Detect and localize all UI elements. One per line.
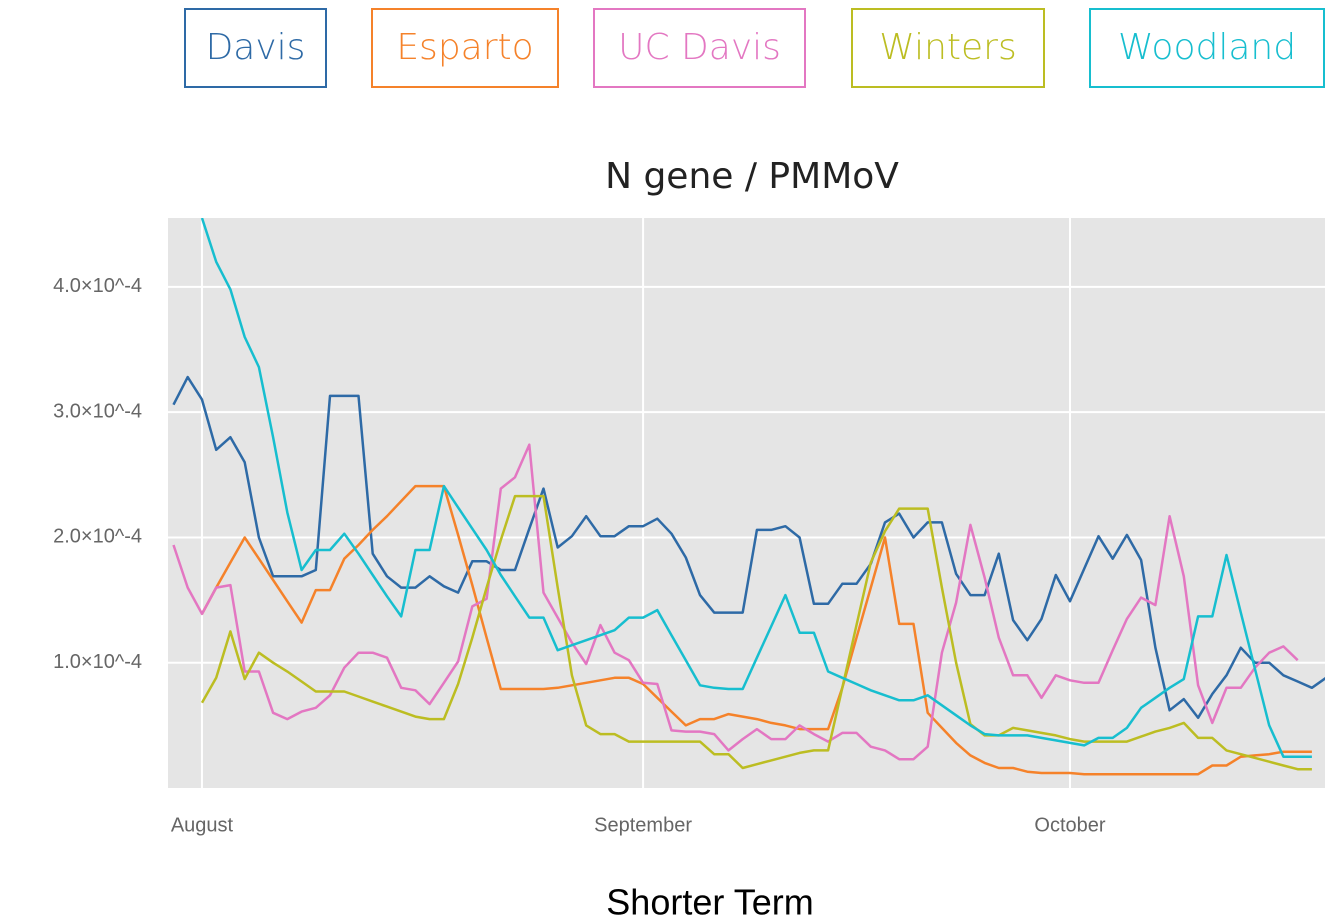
legend-box[interactable] <box>371 8 559 88</box>
legend-label[interactable]: Esparto <box>396 27 533 68</box>
legend-item[interactable]: UC Davis <box>593 8 806 88</box>
series-line <box>200 484 1312 776</box>
legend-box[interactable] <box>184 8 327 88</box>
plot-background <box>168 218 1325 788</box>
lines <box>172 218 1325 776</box>
legend-label[interactable]: UC Davis <box>618 27 781 68</box>
series-line <box>200 218 1312 758</box>
legend-item[interactable]: Davis <box>184 8 327 88</box>
legend-label[interactable]: Winters <box>879 27 1016 68</box>
x-tick-label: September <box>594 814 692 836</box>
chart-title: N gene / PMMoV <box>605 156 899 197</box>
x-tick-label: August <box>171 814 234 836</box>
legend: Davis Esparto UC Davis Winters Woodland <box>184 8 1325 88</box>
series-line <box>172 375 1325 720</box>
legend-item[interactable]: Winters <box>851 8 1045 88</box>
x-tick-label: October <box>1034 814 1105 836</box>
caption: Shorter Term <box>606 882 813 923</box>
series-line <box>172 443 1299 761</box>
y-tick-label: 1.0×10^-4 <box>53 651 142 673</box>
legend-label[interactable]: Woodland <box>1118 27 1296 68</box>
y-tick-label: 2.0×10^-4 <box>53 526 142 548</box>
y-tick-label: 4.0×10^-4 <box>53 275 142 297</box>
legend-label[interactable]: Davis <box>206 27 306 68</box>
y-tick-label: 3.0×10^-4 <box>53 400 142 422</box>
legend-box[interactable] <box>1089 8 1325 88</box>
legend-box[interactable] <box>593 8 806 88</box>
legend-item[interactable]: Woodland <box>1089 8 1325 88</box>
legend-item[interactable]: Esparto <box>371 8 559 88</box>
legend-box[interactable] <box>851 8 1045 88</box>
series-line <box>200 494 1312 771</box>
